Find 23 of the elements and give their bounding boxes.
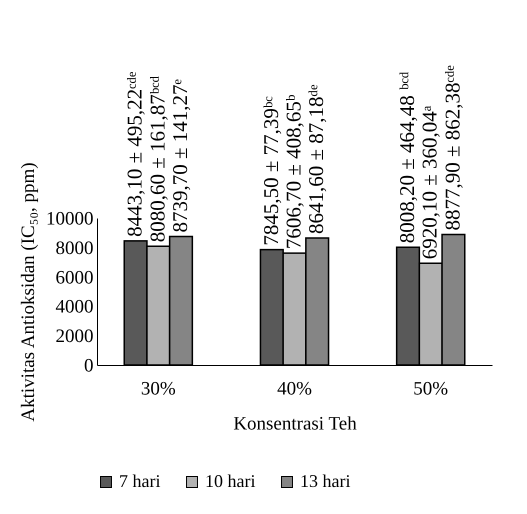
y-tick-label: 4000 [56, 296, 94, 318]
y-tick-label: 10000 [46, 208, 94, 230]
y-tick-label: 8000 [56, 238, 94, 259]
legend-label: 13 hari [300, 471, 350, 491]
x-tick-label: 30% [140, 378, 176, 400]
y-tick-label: 6000 [56, 267, 94, 288]
data-label: 7845,50 ± 77,39ᵇᶜ [258, 96, 283, 246]
x-tick-label: 50% [413, 378, 448, 400]
x-tick-label: 40% [277, 378, 312, 400]
data-label: 8739,70 ± 141,27ᵉ [168, 78, 192, 233]
data-label: 8008,20 ± 464,48 ᵇᶜᵈ [395, 71, 420, 244]
y-tick-label: 0 [84, 356, 94, 376]
data-label: 6920,10 ± 360,04ᵃ [418, 105, 442, 260]
data-label: 8877,90 ± 862,38ᶜᵈᵉ [440, 64, 464, 230]
x-axis-title: Konsentrasi Teh [233, 414, 358, 434]
data-label: 7606,70 ± 408,65ᵇ [282, 94, 306, 250]
legend-label: 7 hari [119, 471, 160, 491]
data-label: 8443,10 ± 495,22ᶜᵈᵉ [122, 70, 147, 237]
legend-label: 10 hari [205, 471, 256, 491]
y-axis-title: Aktivitas Antioksidan (IC₅₀, ppm) [18, 162, 39, 422]
data-label: 8641,60 ± 87,18ᵈᵉ [304, 84, 328, 234]
y-tick-label: 2000 [56, 326, 94, 348]
data-label: 8080,60 ± 161,87ᵇᶜᵈ [145, 75, 170, 242]
